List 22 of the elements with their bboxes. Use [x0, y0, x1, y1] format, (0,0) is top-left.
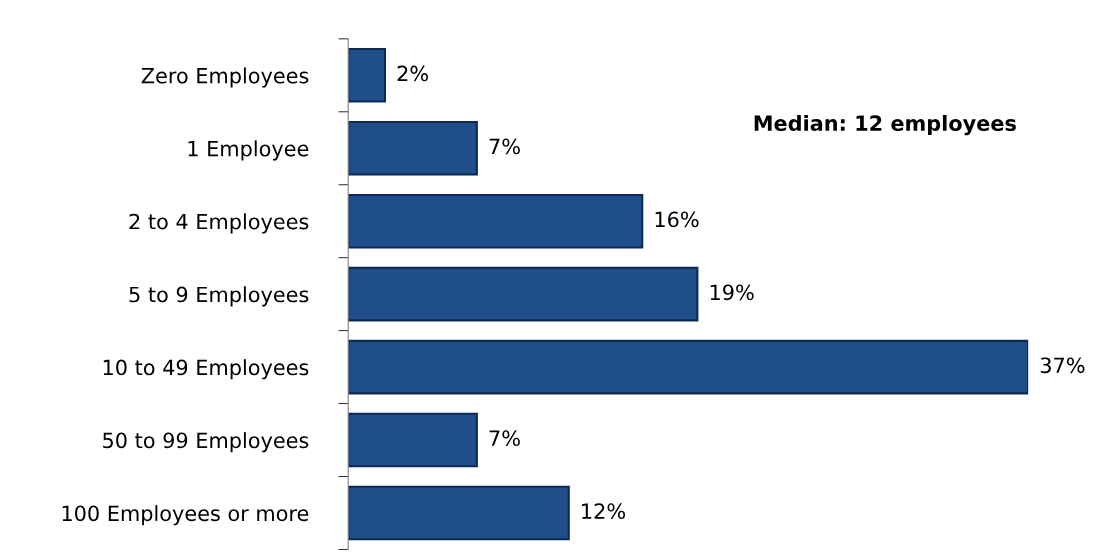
y-tick-label: Zero Employees	[141, 67, 309, 88]
bar	[348, 485, 570, 541]
bar	[348, 412, 478, 468]
bar	[348, 266, 699, 322]
bar	[348, 339, 1029, 395]
data-label: 16%	[655, 211, 699, 228]
data-label: 7%	[489, 138, 520, 155]
y-tick-label: 100 Employees or more	[62, 505, 309, 526]
y-tick-label: 1 Employee	[188, 140, 309, 161]
bar	[348, 193, 644, 249]
y-tick-label: 10 to 49 Employees	[103, 359, 309, 380]
data-label: 37%	[1040, 357, 1085, 374]
data-label: 12%	[582, 503, 626, 520]
bar	[348, 48, 387, 103]
bar	[348, 120, 478, 176]
annotation: Median: 12 employees	[754, 114, 1016, 136]
data-label: 7%	[489, 430, 520, 447]
data-label: 2%	[397, 65, 428, 82]
y-tick-label: 5 to 9 Employees	[129, 286, 309, 307]
data-label: 19%	[710, 284, 754, 301]
y-tick-label: 50 to 99 Employees	[103, 432, 309, 453]
y-tick-label: 2 to 4 Employees	[129, 213, 309, 234]
